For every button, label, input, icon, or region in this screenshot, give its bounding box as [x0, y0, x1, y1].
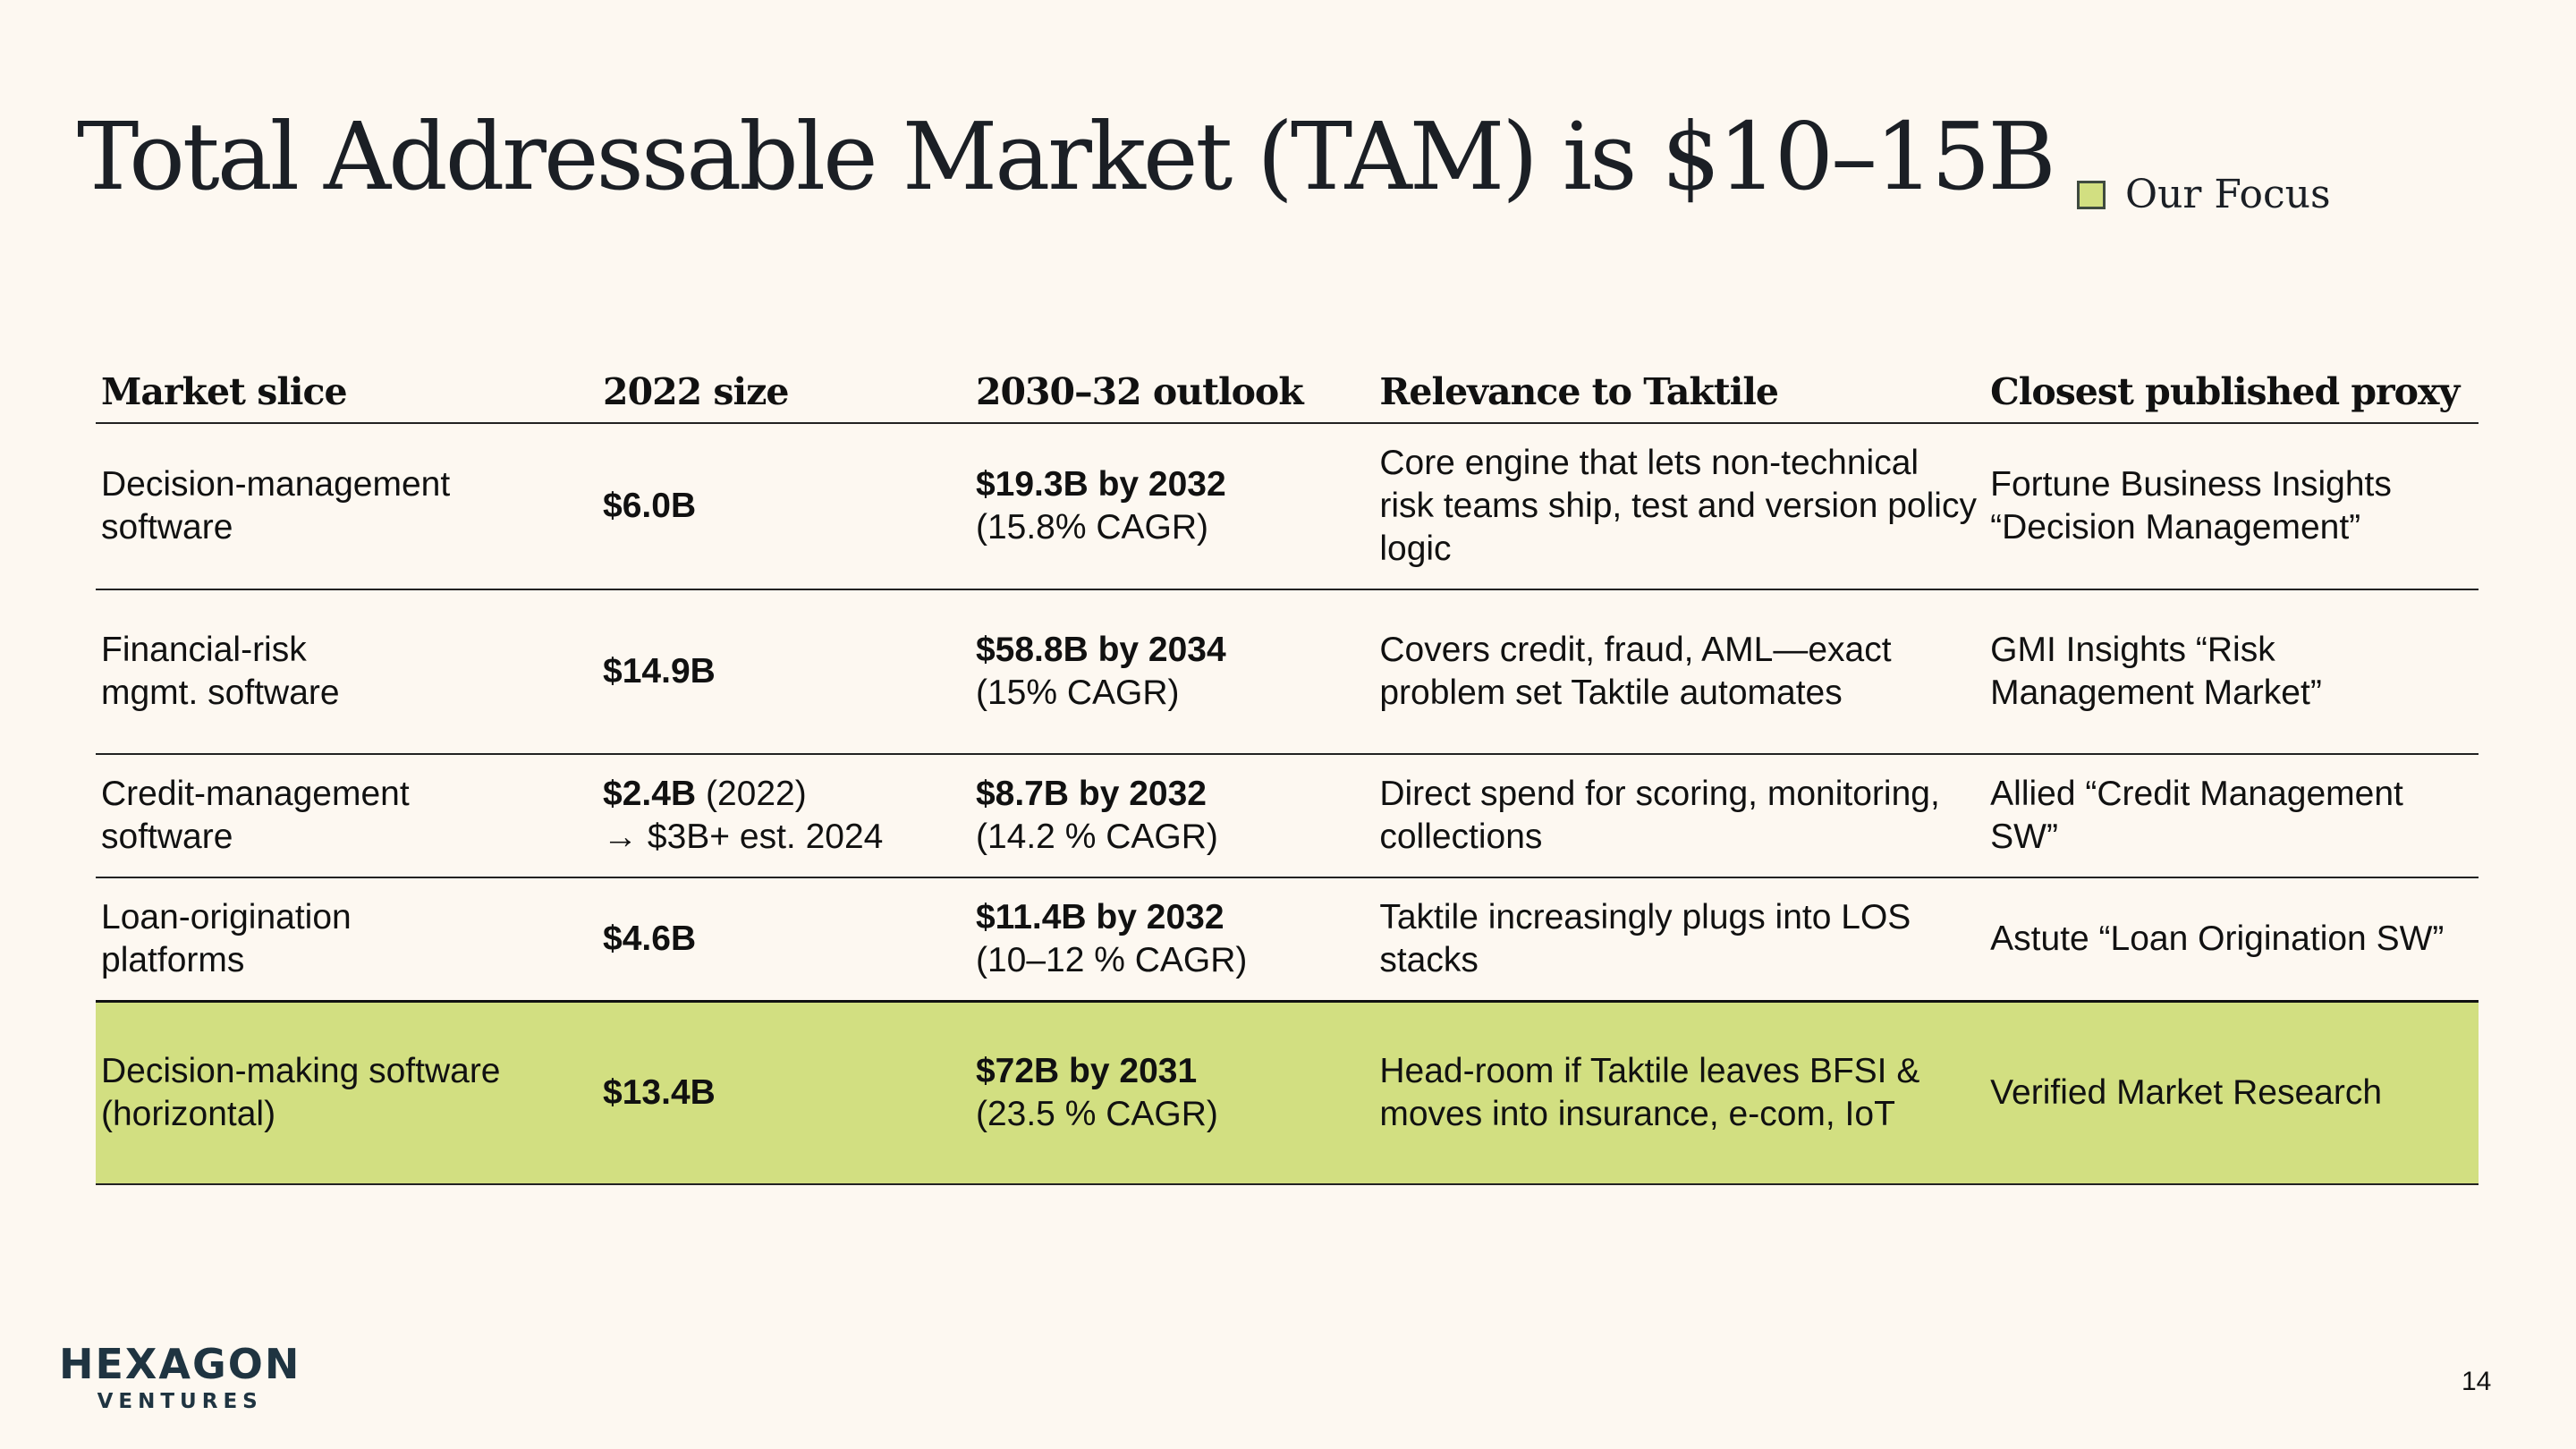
table-row: Decision-management software $6.0B $19.3B…: [96, 423, 2479, 590]
slice-line-1: Financial-risk: [101, 631, 307, 669]
cell-outlook: $58.8B by 2034 (15% CAGR): [970, 589, 1375, 755]
header-market-slice: Market slice: [96, 356, 598, 424]
cell-proxy: GMI Insights “Risk Management Market”: [1985, 589, 2479, 755]
cell-relevance: Core engine that lets non-technical risk…: [1374, 423, 1986, 590]
header-proxy: Closest published proxy: [1985, 356, 2479, 424]
size-value: $2.4B: [603, 775, 697, 813]
legend: Our Focus: [2077, 172, 2331, 217]
cell-outlook: $72B by 2031 (23.5 % CAGR): [970, 1001, 1375, 1185]
size-year: (2022): [696, 775, 807, 813]
table-row: Loan-origination platforms $4.6B $11.4B b…: [96, 877, 2479, 1003]
logo-subtitle: VENTURES: [97, 1390, 263, 1413]
size-value: $6.0B: [603, 487, 697, 525]
cell-market-slice: Loan-origination platforms: [96, 877, 598, 1003]
outlook-cagr: (10–12 % CAGR): [975, 941, 1248, 979]
size-value: $13.4B: [603, 1073, 716, 1112]
cell-outlook: $19.3B by 2032 (15.8% CAGR): [970, 423, 1375, 590]
cell-market-slice: Decision-management software: [96, 423, 598, 590]
cell-proxy: Astute “Loan Origination SW”: [1985, 877, 2479, 1003]
cell-size: $13.4B: [597, 1001, 970, 1185]
slice-line-2: mgmt. software: [101, 674, 340, 712]
slice-line-1: Decision-management: [101, 465, 451, 504]
cell-relevance: Head-room if Taktile leaves BFSI & moves…: [1374, 1001, 1986, 1185]
cell-market-slice: Decision-making software (horizontal): [96, 1001, 598, 1185]
cell-size: $14.9B: [597, 589, 970, 755]
cell-relevance: Taktile increasingly plugs into LOS stac…: [1374, 877, 1986, 1003]
outlook-value: $8.7B by 2032: [975, 775, 1207, 813]
slice-line-1: Decision-making software: [101, 1052, 501, 1090]
focus-swatch-icon: [2077, 180, 2106, 209]
slice-line-2: platforms: [101, 941, 245, 979]
tam-table: Market slice 2022 size 2030–32 outlook R…: [96, 356, 2479, 1185]
slice-line-1: Loan-origination: [101, 898, 352, 936]
cell-outlook: $8.7B by 2032 (14.2 % CAGR): [970, 754, 1375, 878]
hexagon-ventures-logo: HEXAGON VENTURES: [59, 1343, 301, 1413]
outlook-value: $58.8B by 2034: [975, 631, 1226, 669]
table-header-row: Market slice 2022 size 2030–32 outlook R…: [96, 356, 2479, 424]
logo-wordmark: HEXAGON: [59, 1340, 301, 1388]
cell-outlook: $11.4B by 2032 (10–12 % CAGR): [970, 877, 1375, 1003]
cell-size: $2.4B (2022) → $3B+ est. 2024: [597, 754, 970, 878]
outlook-cagr: (23.5 % CAGR): [975, 1095, 1218, 1133]
cell-proxy: Allied “Credit Management SW”: [1985, 754, 2479, 878]
cell-relevance: Direct spend for scoring, monitoring, co…: [1374, 754, 1986, 878]
cell-size: $4.6B: [597, 877, 970, 1003]
slide-title: Total Addressable Market (TAM) is $10–15…: [77, 102, 2056, 211]
cell-proxy: Fortune Business Insights “Decision Mana…: [1985, 423, 2479, 590]
table-row: Credit-management software $2.4B (2022) → …: [96, 754, 2479, 878]
header-outlook: 2030–32 outlook: [970, 356, 1375, 424]
cell-relevance: Covers credit, fraud, AML—exact problem …: [1374, 589, 1986, 755]
outlook-value: $11.4B by 2032: [975, 898, 1224, 936]
legend-label: Our Focus: [2125, 172, 2331, 217]
header-relevance: Relevance to Taktile: [1374, 356, 1986, 424]
slice-line-1: Credit-management: [101, 775, 410, 813]
outlook-cagr: (14.2 % CAGR): [975, 818, 1218, 856]
cell-market-slice: Credit-management software: [96, 754, 598, 878]
cell-market-slice: Financial-risk mgmt. software: [96, 589, 598, 755]
table-row-focus: Decision-making software (horizontal) $13…: [96, 1001, 2479, 1185]
table-row: Financial-risk mgmt. software $14.9B $58.…: [96, 589, 2479, 755]
cell-size: $6.0B: [597, 423, 970, 590]
slice-line-2: software: [101, 818, 233, 856]
size-estimate: → $3B+ est. 2024: [603, 818, 884, 856]
outlook-value: $19.3B by 2032: [975, 465, 1226, 504]
outlook-cagr: (15% CAGR): [975, 674, 1180, 712]
outlook-cagr: (15.8% CAGR): [975, 508, 1209, 547]
cell-proxy: Verified Market Research: [1985, 1001, 2479, 1185]
size-value: $4.6B: [603, 919, 697, 958]
outlook-value: $72B by 2031: [975, 1052, 1198, 1090]
slice-line-2: (horizontal): [101, 1095, 276, 1133]
slice-line-2: software: [101, 508, 233, 547]
size-value: $14.9B: [603, 652, 716, 691]
page-number: 14: [2462, 1367, 2492, 1396]
header-2022-size: 2022 size: [597, 356, 970, 424]
